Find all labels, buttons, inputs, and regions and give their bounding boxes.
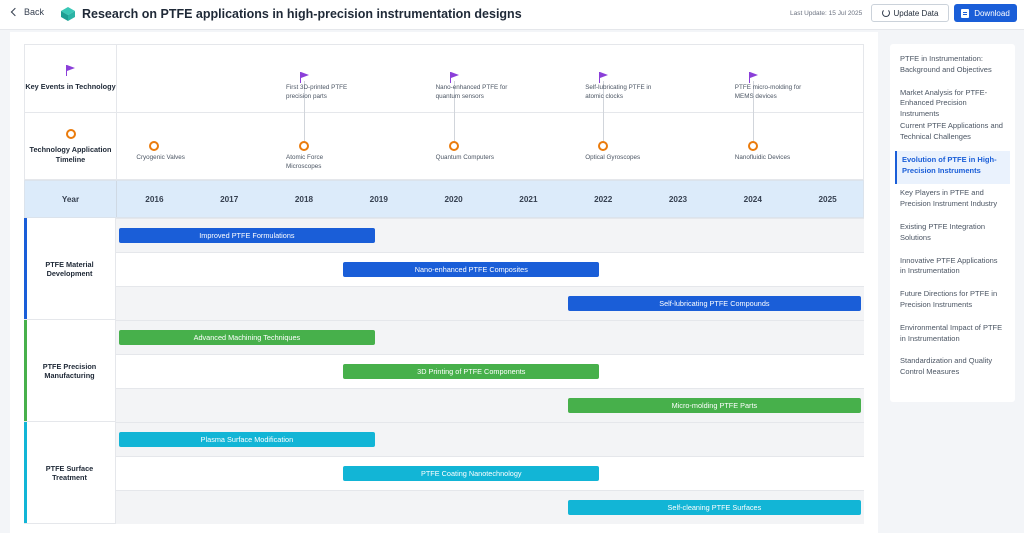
applications-label: Technology Application Timeline bbox=[25, 145, 116, 164]
back-label: Back bbox=[24, 7, 44, 17]
key-event-text: Nano-enhanced PTFE for quantum sensors bbox=[436, 84, 508, 101]
year-axis: Year 20162017201820192020202120222023202… bbox=[24, 180, 864, 218]
timeline-bar[interactable]: Self-lubricating PTFE Compounds bbox=[568, 296, 861, 311]
timeline-lane: Self-cleaning PTFE Surfaces bbox=[116, 490, 864, 524]
event-flag-icon bbox=[300, 72, 309, 83]
application-gear-icon bbox=[149, 141, 159, 151]
update-data-label: Update Data bbox=[894, 9, 939, 18]
timeline-bar[interactable]: Nano-enhanced PTFE Composites bbox=[343, 262, 599, 277]
timeline-bar[interactable]: Advanced Machining Techniques bbox=[119, 330, 375, 345]
event-flag-icon bbox=[599, 72, 608, 83]
download-label: Download bbox=[974, 9, 1010, 18]
application-gear-icon bbox=[598, 141, 608, 151]
gear-icon bbox=[66, 129, 76, 139]
app-logo-icon bbox=[60, 6, 76, 22]
application-gear-icon bbox=[449, 141, 459, 151]
timeline-lane: 3D Printing of PTFE Components bbox=[116, 354, 864, 388]
application-text: Quantum Computers bbox=[436, 154, 496, 163]
application-text: Atomic Force Microscopes bbox=[286, 154, 346, 171]
year-label: 2025 bbox=[790, 181, 865, 217]
key-event-text: Self-lubricating PTFE in atomic clocks bbox=[585, 84, 657, 101]
timeline-lane: PTFE Coating Nanotechnology bbox=[116, 456, 864, 490]
flag-icon bbox=[66, 65, 75, 76]
key-event-text: PTFE micro-molding for MEMS devices bbox=[735, 84, 807, 101]
application-gear-icon bbox=[748, 141, 758, 151]
year-header: Year bbox=[25, 181, 117, 217]
year-label: 2023 bbox=[641, 181, 716, 217]
timeline-bar[interactable]: Improved PTFE Formulations bbox=[119, 228, 375, 243]
key-event-text: First 3D-printed PTFE precision parts bbox=[286, 84, 358, 101]
sidebar-nav-item[interactable]: Future Directions for PTFE in Precision … bbox=[895, 285, 1010, 319]
year-label: 2020 bbox=[416, 181, 491, 217]
application-text: Cryogenic Valves bbox=[136, 154, 196, 163]
page-title: Research on PTFE applications in high-pr… bbox=[82, 7, 522, 21]
sidebar-nav-item[interactable]: Standardization and Quality Control Meas… bbox=[895, 352, 1010, 386]
event-flag-icon bbox=[450, 72, 459, 83]
application-gear-icon bbox=[299, 141, 309, 151]
timeline-lane: Micro-molding PTFE Parts bbox=[116, 388, 864, 422]
sidebar-nav-item[interactable]: Innovative PTFE Applications in Instrume… bbox=[895, 252, 1010, 286]
last-update-text: Last Update: 15 Jul 2025 bbox=[790, 10, 862, 17]
year-label: 2024 bbox=[715, 181, 790, 217]
timeline-bar[interactable]: Plasma Surface Modification bbox=[119, 432, 375, 447]
timeline-lane: Nano-enhanced PTFE Composites bbox=[116, 252, 864, 286]
year-label: 2018 bbox=[267, 181, 342, 217]
timeline-bar[interactable]: Micro-molding PTFE Parts bbox=[568, 398, 861, 413]
key-events-label: Key Events in Technology bbox=[25, 82, 115, 91]
year-label: 2019 bbox=[341, 181, 416, 217]
category-group: PTFE Surface TreatmentPlasma Surface Mod… bbox=[24, 422, 864, 524]
main-panel: Key Events in Technology Technology Appl… bbox=[10, 32, 878, 533]
event-flag-icon bbox=[749, 72, 758, 83]
update-data-button[interactable]: Update Data bbox=[871, 4, 949, 22]
category-label: PTFE Precision Manufacturing bbox=[24, 320, 116, 422]
document-icon bbox=[961, 9, 969, 18]
category-group: PTFE Material DevelopmentImproved PTFE F… bbox=[24, 218, 864, 320]
back-button[interactable]: Back bbox=[12, 7, 44, 17]
timeline-lane: Advanced Machining Techniques bbox=[116, 320, 864, 354]
category-label: PTFE Surface Treatment bbox=[24, 422, 116, 524]
refresh-icon bbox=[882, 9, 890, 17]
year-label: 2022 bbox=[566, 181, 641, 217]
application-text: Optical Gyroscopes bbox=[585, 154, 645, 163]
sidebar-nav-item[interactable]: Market Analysis for PTFE-Enhanced Precis… bbox=[895, 84, 1010, 118]
sidebar-nav-item[interactable]: Existing PTFE Integration Solutions bbox=[895, 218, 1010, 252]
sidebar-nav-item[interactable]: Environmental Impact of PTFE in Instrume… bbox=[895, 319, 1010, 353]
applications-header: Technology Application Timeline bbox=[25, 113, 117, 180]
timeline-lane: Improved PTFE Formulations bbox=[116, 218, 864, 252]
top-header: Back Research on PTFE applications in hi… bbox=[0, 0, 1024, 30]
application-text: Nanofluidic Devices bbox=[735, 154, 795, 163]
download-button[interactable]: Download bbox=[954, 4, 1017, 22]
chevron-left-icon bbox=[11, 8, 19, 16]
sidebar-nav: PTFE in Instrumentation: Background and … bbox=[890, 44, 1015, 402]
timeline-chart: Key Events in Technology Technology Appl… bbox=[24, 44, 864, 522]
timeline-bar[interactable]: Self-cleaning PTFE Surfaces bbox=[568, 500, 861, 515]
year-label: 2016 bbox=[117, 181, 192, 217]
year-label: 2021 bbox=[491, 181, 566, 217]
timeline-lane: Plasma Surface Modification bbox=[116, 422, 864, 456]
timeline-bar[interactable]: PTFE Coating Nanotechnology bbox=[343, 466, 599, 481]
sidebar-nav-item[interactable]: Key Players in PTFE and Precision Instru… bbox=[895, 184, 1010, 218]
sidebar-nav-item[interactable]: PTFE in Instrumentation: Background and … bbox=[895, 50, 1010, 84]
timeline-lane: Self-lubricating PTFE Compounds bbox=[116, 286, 864, 320]
category-group: PTFE Precision ManufacturingAdvanced Mac… bbox=[24, 320, 864, 422]
sidebar-nav-item[interactable]: Current PTFE Applications and Technical … bbox=[895, 117, 1010, 151]
sidebar-nav-item[interactable]: Evolution of PTFE in High-Precision Inst… bbox=[895, 151, 1010, 185]
divider bbox=[25, 112, 863, 113]
events-section: Key Events in Technology Technology Appl… bbox=[24, 44, 864, 180]
timeline-bar[interactable]: 3D Printing of PTFE Components bbox=[343, 364, 599, 379]
key-events-header: Key Events in Technology bbox=[25, 45, 117, 112]
category-label: PTFE Material Development bbox=[24, 218, 116, 320]
year-label: 2017 bbox=[192, 181, 267, 217]
